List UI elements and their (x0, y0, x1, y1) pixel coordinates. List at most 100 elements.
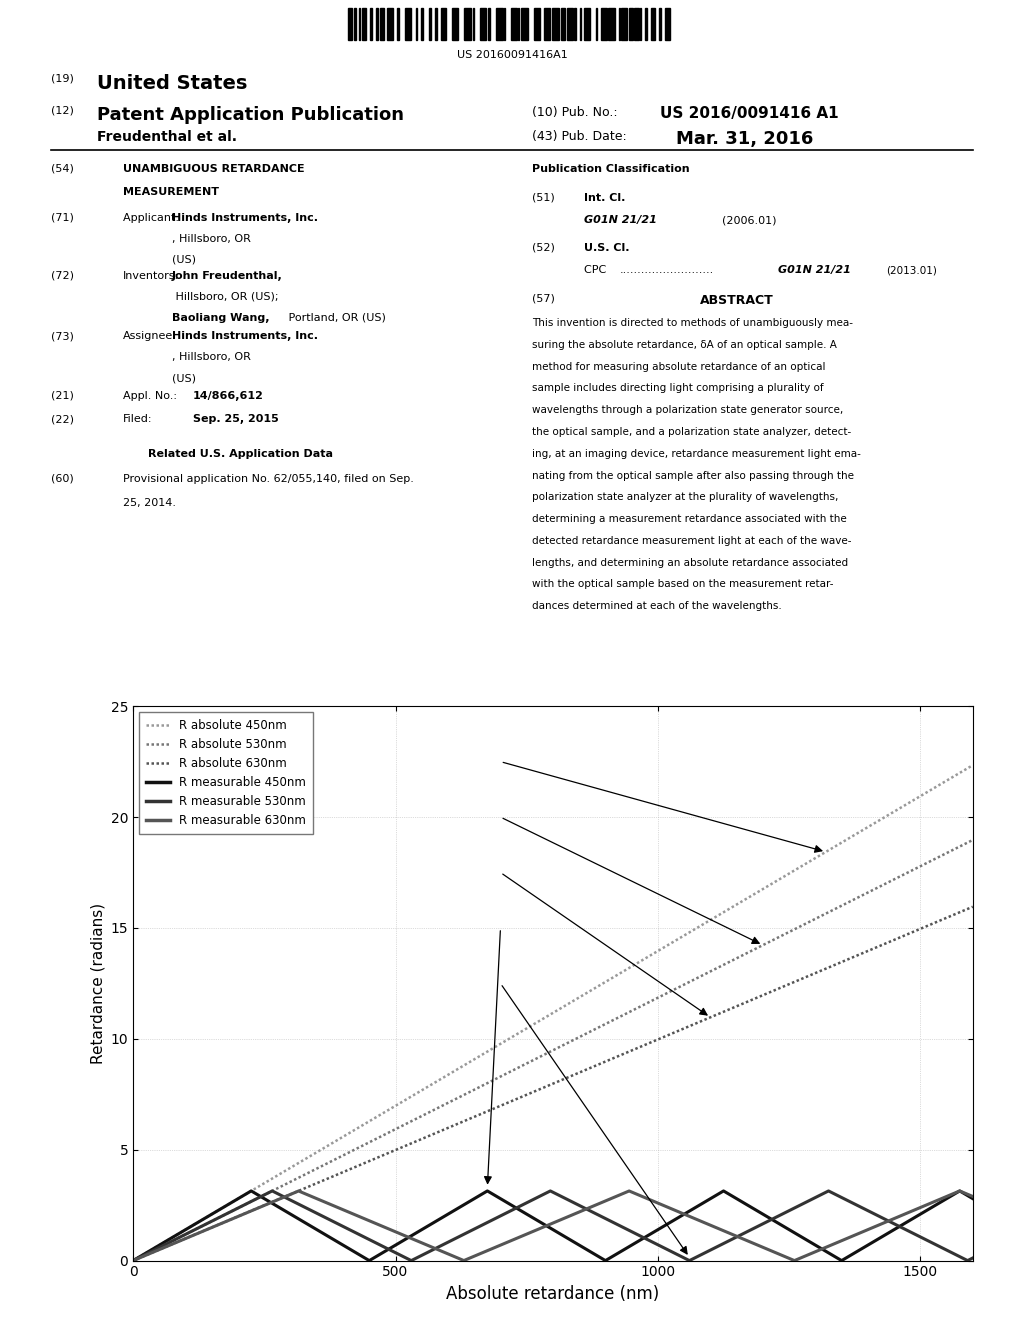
Text: sample includes directing light comprising a plurality of: sample includes directing light comprisi… (532, 383, 824, 393)
Text: Hinds Instruments, Inc.: Hinds Instruments, Inc. (172, 331, 318, 342)
Bar (534, 8, 540, 40)
Text: ing, at an imaging device, retardance measurement light ema-: ing, at an imaging device, retardance me… (532, 449, 861, 459)
Text: United States: United States (97, 74, 248, 92)
Text: MEASUREMENT: MEASUREMENT (123, 187, 219, 198)
Text: G01N 21/21: G01N 21/21 (778, 265, 851, 276)
Text: CPC: CPC (584, 265, 609, 276)
Text: the optical sample, and a polarization state analyzer, detect-: the optical sample, and a polarization s… (532, 428, 852, 437)
Bar (596, 8, 597, 40)
Text: Hinds Instruments, Inc.: Hinds Instruments, Inc. (172, 213, 318, 223)
Bar (521, 8, 527, 40)
Text: suring the absolute retardance, δA of an optical sample. A: suring the absolute retardance, δA of an… (532, 341, 838, 350)
Bar (380, 8, 384, 40)
Bar (370, 8, 372, 40)
Text: ABSTRACT: ABSTRACT (700, 294, 774, 306)
Text: determining a measurement retardance associated with the: determining a measurement retardance ass… (532, 513, 847, 524)
Bar (497, 8, 503, 40)
Text: US 20160091416A1: US 20160091416A1 (457, 49, 567, 59)
Text: (72): (72) (51, 271, 74, 281)
Text: Appl. No.:: Appl. No.: (123, 391, 180, 401)
Bar (361, 8, 366, 40)
Text: Sep. 25, 2015: Sep. 25, 2015 (193, 414, 279, 425)
Text: (51): (51) (532, 193, 555, 203)
Text: (73): (73) (51, 331, 74, 342)
Bar (574, 8, 577, 40)
Text: Assignee:: Assignee: (123, 331, 177, 342)
Bar (421, 8, 423, 40)
Bar (511, 8, 517, 40)
Bar (640, 8, 641, 40)
Bar (601, 8, 607, 40)
Bar (376, 8, 378, 40)
Bar (354, 8, 356, 40)
Text: (21): (21) (51, 391, 74, 401)
Text: G01N 21/21: G01N 21/21 (584, 215, 656, 226)
Text: , Hillsboro, OR: , Hillsboro, OR (172, 352, 251, 363)
Bar (645, 8, 647, 40)
Bar (518, 8, 519, 40)
Bar (608, 8, 614, 40)
Text: Baoliang Wang,: Baoliang Wang, (172, 313, 269, 323)
Text: Filed:: Filed: (123, 414, 153, 425)
Bar (621, 8, 627, 40)
Text: (10) Pub. No.:: (10) Pub. No.: (532, 106, 623, 119)
Text: (US): (US) (172, 255, 196, 265)
Text: wavelengths through a polarization state generator source,: wavelengths through a polarization state… (532, 405, 844, 416)
Bar (584, 8, 590, 40)
Text: Related U.S. Application Data: Related U.S. Application Data (148, 449, 334, 459)
Text: (19): (19) (51, 74, 74, 84)
Text: Patent Application Publication: Patent Application Publication (97, 106, 404, 124)
X-axis label: Absolute retardance (nm): Absolute retardance (nm) (446, 1284, 659, 1303)
Bar (406, 8, 412, 40)
Bar (416, 8, 417, 40)
Bar (488, 8, 490, 40)
Bar (659, 8, 662, 40)
Bar (651, 8, 655, 40)
Legend: R absolute 450nm, R absolute 530nm, R absolute 630nm, R measurable 450nm, R meas: R absolute 450nm, R absolute 530nm, R ab… (139, 711, 313, 834)
Text: UNAMBIGUOUS RETARDANCE: UNAMBIGUOUS RETARDANCE (123, 164, 304, 174)
Bar (348, 8, 352, 40)
Bar (473, 8, 474, 40)
Text: U.S. Cl.: U.S. Cl. (584, 243, 629, 253)
Y-axis label: Retardance (radians): Retardance (radians) (90, 903, 105, 1064)
Text: (71): (71) (51, 213, 74, 223)
Text: polarization state analyzer at the plurality of wavelengths,: polarization state analyzer at the plura… (532, 492, 839, 503)
Text: (57): (57) (532, 294, 555, 304)
Text: Portland, OR (US): Portland, OR (US) (285, 313, 386, 323)
Bar (464, 8, 470, 40)
Text: (12): (12) (51, 106, 74, 116)
Text: Applicant:: Applicant: (123, 213, 182, 223)
Text: (2013.01): (2013.01) (886, 265, 937, 276)
Bar (441, 8, 445, 40)
Text: Freudenthal et al.: Freudenthal et al. (97, 131, 238, 144)
Text: , Hillsboro, OR: , Hillsboro, OR (172, 234, 251, 244)
Bar (480, 8, 486, 40)
Text: (US): (US) (172, 374, 196, 384)
Text: This invention is directed to methods of unambiguously mea-: This invention is directed to methods of… (532, 318, 853, 329)
Text: Publication Classification: Publication Classification (532, 164, 690, 174)
Bar (452, 8, 458, 40)
Text: Hillsboro, OR (US);: Hillsboro, OR (US); (172, 292, 279, 302)
Text: (2006.01): (2006.01) (722, 215, 776, 226)
Bar (358, 8, 359, 40)
Bar (634, 8, 639, 40)
Bar (581, 8, 582, 40)
Bar (567, 8, 573, 40)
Bar (435, 8, 437, 40)
Text: (43) Pub. Date:: (43) Pub. Date: (532, 131, 628, 143)
Bar (666, 8, 670, 40)
Text: ..........................: .......................... (620, 265, 714, 276)
Text: with the optical sample based on the measurement retar-: with the optical sample based on the mea… (532, 579, 834, 590)
Bar (397, 8, 399, 40)
Text: 14/866,612: 14/866,612 (193, 391, 263, 401)
Text: 25, 2014.: 25, 2014. (123, 498, 176, 508)
Bar (504, 8, 505, 40)
Text: (22): (22) (51, 414, 74, 425)
Bar (561, 8, 565, 40)
Text: nating from the optical sample after also passing through the: nating from the optical sample after als… (532, 470, 854, 480)
Text: (52): (52) (532, 243, 555, 253)
Text: Mar. 31, 2016: Mar. 31, 2016 (676, 131, 813, 148)
Bar (386, 8, 393, 40)
Bar (552, 8, 559, 40)
Text: Provisional application No. 62/055,140, filed on Sep.: Provisional application No. 62/055,140, … (123, 474, 414, 484)
